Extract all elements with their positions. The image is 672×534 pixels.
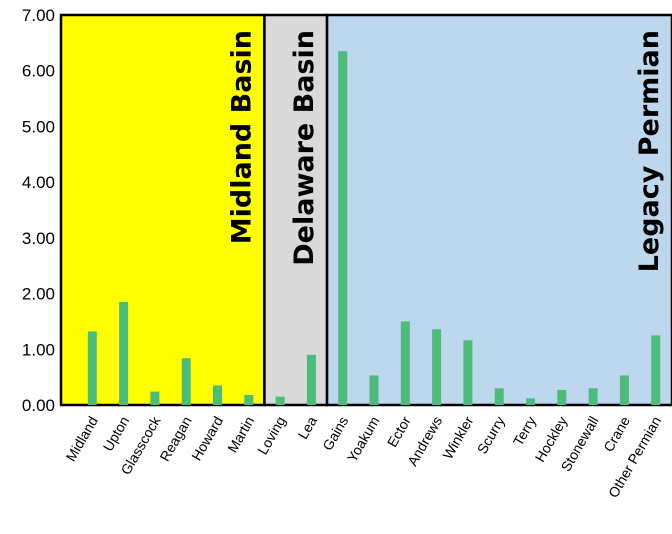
y-tick-label: 5.00 <box>22 117 55 136</box>
category-label: Loving <box>254 414 288 458</box>
category-label: Upton <box>100 414 133 454</box>
bar-yoakum <box>369 375 379 405</box>
y-tick-label: 0.00 <box>22 396 55 415</box>
region-label-delaware-basin: Delaware Basin <box>289 30 320 266</box>
bar-stonewall <box>588 388 598 405</box>
category-label: Scurry <box>474 414 508 457</box>
y-tick-label: 3.00 <box>22 229 55 248</box>
category-label: Gains <box>319 414 351 454</box>
category-label: Winkler <box>439 413 476 462</box>
category-label: Martin <box>224 414 257 456</box>
y-tick-label: 4.00 <box>22 173 55 192</box>
bar-ector <box>400 321 410 405</box>
bar-loving <box>275 396 285 405</box>
y-tick-label: 6.00 <box>22 62 55 81</box>
category-label: Lea <box>294 413 320 441</box>
category-label: Crane <box>600 413 633 454</box>
region-band-legacy-permian <box>325 13 672 407</box>
bar-midland <box>87 331 97 405</box>
bar-howard <box>213 385 222 405</box>
bar-other-permian <box>651 335 661 405</box>
bar-hockley <box>557 389 567 405</box>
y-tick-label: 2.00 <box>22 285 55 304</box>
region-labels: Midland Basin Delaware Basin Legacy Permia… <box>226 30 665 272</box>
region-label-midland-basin: Midland Basin <box>226 30 257 244</box>
y-tick-label: 1.00 <box>22 340 55 359</box>
bar-lea <box>306 354 316 405</box>
bar-gains <box>338 51 348 405</box>
y-axis: 0.00 1.00 2.00 3.00 4.00 5.00 6.00 7.00 <box>22 6 672 415</box>
category-label: Midland <box>63 414 101 464</box>
bar-reagan <box>181 358 191 405</box>
region-label-legacy-permian: Legacy Permian <box>634 30 665 272</box>
region-band-delaware-basin <box>263 13 329 407</box>
category-label: Terry <box>510 414 539 449</box>
region-bands <box>59 13 672 407</box>
bar-martin <box>244 394 254 405</box>
bar-glasscock <box>150 391 160 405</box>
bar-andrews <box>432 329 442 405</box>
x-axis-labels: MidlandUptonGlasscockReaganHowardMartinL… <box>63 413 665 501</box>
bar-scurry <box>494 388 504 405</box>
y-tick-label: 7.00 <box>22 6 55 25</box>
bar-winkler <box>463 340 473 405</box>
bars <box>87 51 661 405</box>
bar-terry <box>526 398 535 405</box>
category-label: Ector <box>384 413 414 450</box>
bar-crane <box>619 375 629 405</box>
bar-upton <box>119 301 129 405</box>
